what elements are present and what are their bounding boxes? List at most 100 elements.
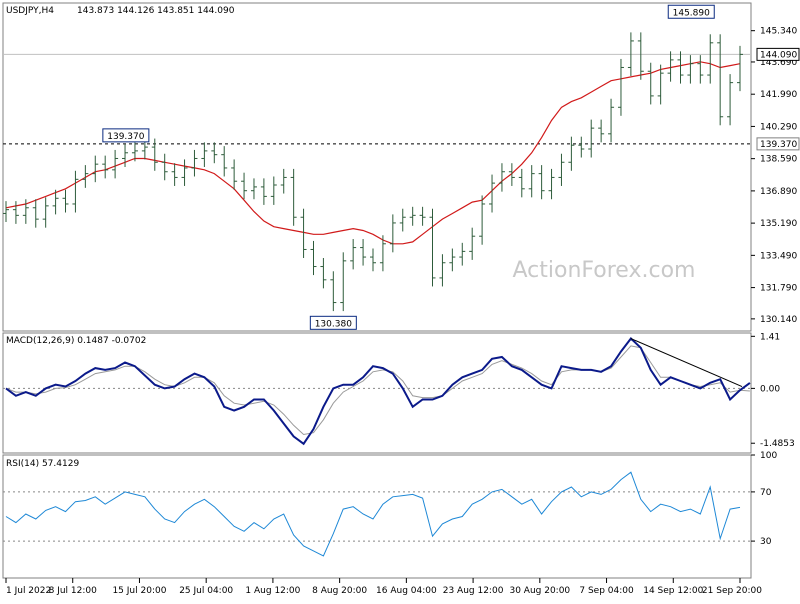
- price-bar: [92, 155, 99, 183]
- time-tick-label: 15 Jul 20:00: [112, 586, 166, 596]
- price-bar: [617, 58, 624, 116]
- price-bar: [677, 51, 684, 84]
- price-bar: [62, 189, 69, 213]
- rsi-axis: 100 70 30: [751, 451, 777, 547]
- rsi-tick-label: 30: [760, 537, 772, 547]
- price-tick-label: 145.340: [760, 27, 797, 37]
- price-bar: [52, 189, 59, 215]
- time-tick-label: 1 Aug 12:00: [245, 586, 300, 596]
- price-bar: [161, 153, 168, 181]
- price-bar: [72, 170, 79, 213]
- price-bar: [310, 240, 317, 276]
- price-annotation: 145.890: [667, 4, 715, 19]
- price-bar: [528, 165, 535, 198]
- moving-average-line: [5, 61, 741, 245]
- time-tick-label: 7 Sep 04:00: [579, 586, 634, 596]
- price-bar: [627, 32, 634, 76]
- price-bar: [241, 172, 248, 200]
- time-tick-label: 25 Jul 04:00: [179, 586, 233, 596]
- time-tick-label: 16 Aug 04:00: [376, 586, 437, 596]
- price-bar: [102, 155, 109, 179]
- price-bar: [260, 178, 267, 205]
- price-bar: [3, 201, 9, 222]
- price-annotation-label: 145.890: [673, 8, 710, 18]
- price-bar: [211, 142, 218, 164]
- price-bar: [112, 149, 119, 179]
- rsi-tick-label: 100: [760, 451, 777, 461]
- price-tick-label: 135.190: [760, 219, 797, 229]
- price-bar: [231, 159, 238, 190]
- macd-signal-line: [5, 345, 750, 436]
- price-bar: [409, 206, 416, 226]
- price-bar: [687, 55, 694, 84]
- price-bar: [657, 64, 664, 105]
- price-bar: [667, 51, 674, 82]
- rsi-pane-title: RSI(14) 57.4129: [6, 459, 79, 469]
- price-tick-label: 141.990: [760, 90, 797, 100]
- price-bar: [508, 163, 515, 186]
- price-bar: [568, 136, 575, 171]
- rsi-line: [5, 471, 741, 557]
- time-tick-label: 21 Sep 20:00: [702, 586, 762, 596]
- price-bar: [697, 55, 704, 84]
- price-tick-label: 140.290: [760, 122, 797, 132]
- price-bar: [82, 165, 89, 188]
- price-bar: [647, 62, 654, 105]
- price-pane-title: USDJPY,H4: [6, 6, 54, 16]
- macd-tick-label: 1.41: [760, 332, 780, 342]
- time-tick-label: 23 Aug 12:00: [443, 586, 504, 596]
- macd-tick-label: -1.4853: [760, 439, 795, 449]
- macd-tick-label: 0.00: [760, 384, 780, 394]
- price-bar: [538, 165, 545, 200]
- price-bar: [498, 163, 505, 192]
- price-bar: [151, 138, 158, 171]
- macd-pane-title: MACD(12,26,9) 0.1487 -0.0702: [6, 336, 146, 346]
- price-bar: [598, 119, 605, 143]
- price-bar: [449, 248, 456, 272]
- price-bar: [578, 136, 585, 158]
- price-bar: [32, 199, 39, 228]
- price-tick-label: 138.590: [760, 155, 797, 165]
- time-tick-label: 1 Jul 2022: [6, 586, 51, 596]
- time-tick-label: 30 Aug 20:00: [509, 586, 570, 596]
- price-bar: [379, 235, 386, 272]
- price-bar: [42, 197, 49, 228]
- rsi-lines-layer: [5, 471, 741, 557]
- price-bar: [131, 142, 138, 162]
- price-bar: [300, 208, 307, 259]
- price-tick-label: 131.790: [760, 284, 797, 294]
- svg-text:144.090: 144.090: [760, 50, 797, 60]
- price-bar: [518, 168, 525, 198]
- price-tick-label: 133.490: [760, 251, 797, 261]
- macd-lines-layer: [5, 337, 751, 446]
- price-bar: [588, 119, 595, 158]
- price-bar: [350, 239, 357, 270]
- price-bar: [360, 239, 367, 266]
- price-bar: [479, 195, 486, 245]
- time-tick-label: 8 Aug 20:00: [312, 586, 367, 596]
- current-price-tag: 144.090: [756, 47, 800, 61]
- price-bar: [399, 208, 406, 232]
- price-bar: [270, 176, 277, 205]
- price-bars-layer: [3, 32, 743, 312]
- price-annotation-label: 139.370: [107, 132, 144, 142]
- level-price-tag: 139.370: [756, 137, 800, 151]
- price-annotation: 130.380: [309, 315, 357, 330]
- price-bar: [429, 208, 436, 287]
- price-bar: [122, 144, 129, 167]
- price-bar: [558, 153, 565, 186]
- price-bar: [320, 258, 327, 289]
- moving-average-layer: [5, 61, 741, 245]
- price-bar: [419, 206, 426, 226]
- price-watermark: ActionForex.com: [513, 258, 696, 283]
- price-bar: [469, 227, 476, 260]
- price-ohlc-header: 143.873 144.126 143.851 144.090: [77, 6, 235, 16]
- price-bar: [637, 32, 644, 80]
- price-bar: [191, 149, 198, 177]
- price-annotation: 139.370: [102, 128, 150, 143]
- price-bar: [717, 34, 724, 126]
- price-bar: [489, 174, 496, 213]
- price-bar: [548, 168, 555, 200]
